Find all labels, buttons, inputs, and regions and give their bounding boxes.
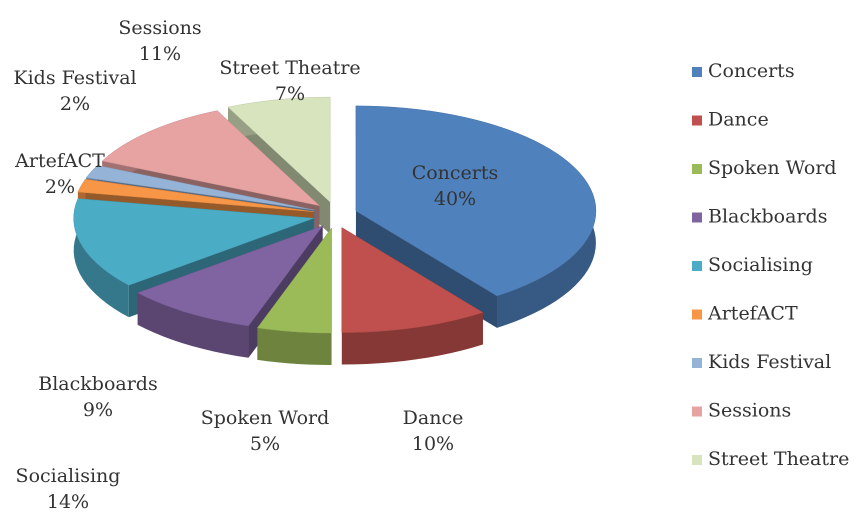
legend-swatch xyxy=(692,406,702,417)
legend-label: Socialising xyxy=(708,254,813,276)
data-label-name: ArtefACT xyxy=(14,150,105,172)
legend-label: Sessions xyxy=(708,400,791,422)
slice-top xyxy=(227,96,331,203)
slice-top xyxy=(101,110,321,207)
data-label-value: 5% xyxy=(250,433,280,455)
legend-swatch xyxy=(692,309,702,320)
slice-wall xyxy=(73,198,129,318)
data-label-value: 40% xyxy=(434,188,476,210)
slice-top xyxy=(341,227,484,333)
data-label-name: Socialising xyxy=(16,465,121,487)
data-label-name: Concerts xyxy=(412,162,499,184)
slice xyxy=(341,227,484,365)
data-label-name: Blackboards xyxy=(38,373,157,395)
legend-swatch xyxy=(692,164,702,174)
slice-top xyxy=(85,165,315,211)
slice-top xyxy=(137,225,324,327)
slice-side xyxy=(355,210,497,328)
slice-wall xyxy=(341,312,483,365)
legend-label: Spoken Word xyxy=(708,157,837,179)
legend-label: ArtefACT xyxy=(707,303,798,325)
data-label-name: Sessions xyxy=(118,17,201,39)
data-label-value: 11% xyxy=(139,43,181,65)
slice-top xyxy=(256,227,332,334)
data-label-value: 2% xyxy=(60,93,90,115)
data-label-name: Spoken Word xyxy=(201,407,330,429)
data-label-name: Kids Festival xyxy=(13,67,136,89)
data-label-value: 10% xyxy=(412,433,454,455)
legend-swatch xyxy=(692,358,702,368)
slice xyxy=(256,227,332,366)
data-label-value: 7% xyxy=(275,83,305,105)
data-label-value: 2% xyxy=(45,176,75,198)
slice-top xyxy=(355,105,597,297)
legend-label: Dance xyxy=(708,109,769,131)
legend-label: Kids Festival xyxy=(708,351,831,373)
slice-wall xyxy=(257,327,332,366)
legend-label: Street Theatre xyxy=(708,448,849,470)
data-label-name: Street Theatre xyxy=(219,57,360,79)
legend-swatch xyxy=(692,212,702,223)
legend-swatch xyxy=(692,455,702,465)
legend-swatch xyxy=(692,115,702,126)
slice-top xyxy=(77,179,314,212)
legend-swatch xyxy=(692,67,702,77)
data-label-value: 9% xyxy=(83,399,113,421)
legend-label: Concerts xyxy=(708,60,795,82)
slice-wall xyxy=(137,292,249,358)
legend-swatch xyxy=(692,261,702,271)
data-label-name: Dance xyxy=(403,407,464,429)
data-label-value: 14% xyxy=(47,491,89,513)
legend-label: Blackboards xyxy=(708,206,827,228)
slice-top xyxy=(73,198,314,286)
slice xyxy=(355,105,597,328)
